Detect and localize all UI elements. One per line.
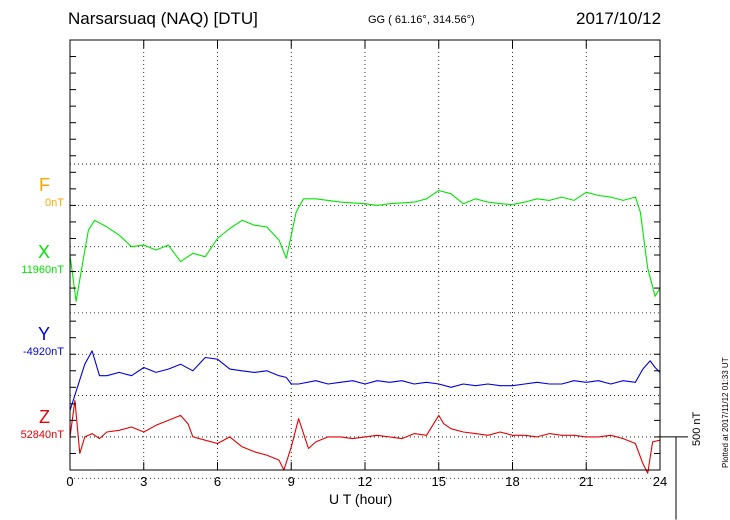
x-tick-label: 6 [214,474,221,489]
x-tick-label: 18 [505,474,519,489]
component-x-letter: X [37,241,50,262]
component-x-baseline: 11960nT [21,263,64,276]
component-y-baseline: -4920nT [23,346,64,359]
x-tick-label: 12 [358,474,372,489]
x-tick-label: 9 [288,474,295,489]
scale-bar [660,436,688,520]
tick-layer: 0 3 6 9 12 15 18 21 24 [66,40,667,489]
x-tick-label: 3 [140,474,147,489]
series-layer [69,189,661,474]
component-z-letter: Z [39,406,50,427]
grid-layer [70,40,660,479]
series-x-line [69,189,661,302]
scale-bar-label: 500 nT [691,411,703,446]
x-axis-label: U T (hour) [329,491,393,507]
component-z-baseline: 52840nT [20,428,64,441]
x-tick-label: 15 [432,474,446,489]
x-tick-label: 0 [66,474,73,489]
x-tick-label: 24 [653,474,667,489]
component-f-baseline: 0nT [45,197,64,210]
series-z-line [69,399,661,474]
plotted-timestamp: Plotted at 2017/11/12 01:33 UT [721,357,730,468]
component-f-letter: F [39,175,50,196]
x-tick-label: 21 [579,474,593,489]
station-coordinates: GG ( 61.16°, 314.56°) [368,14,475,26]
station-title: Narsarsuaq (NAQ) [DTU] [68,9,258,28]
plot-date: 2017/10/12 [576,9,662,28]
component-y-letter: Y [37,324,50,345]
series-y-line [69,350,661,411]
